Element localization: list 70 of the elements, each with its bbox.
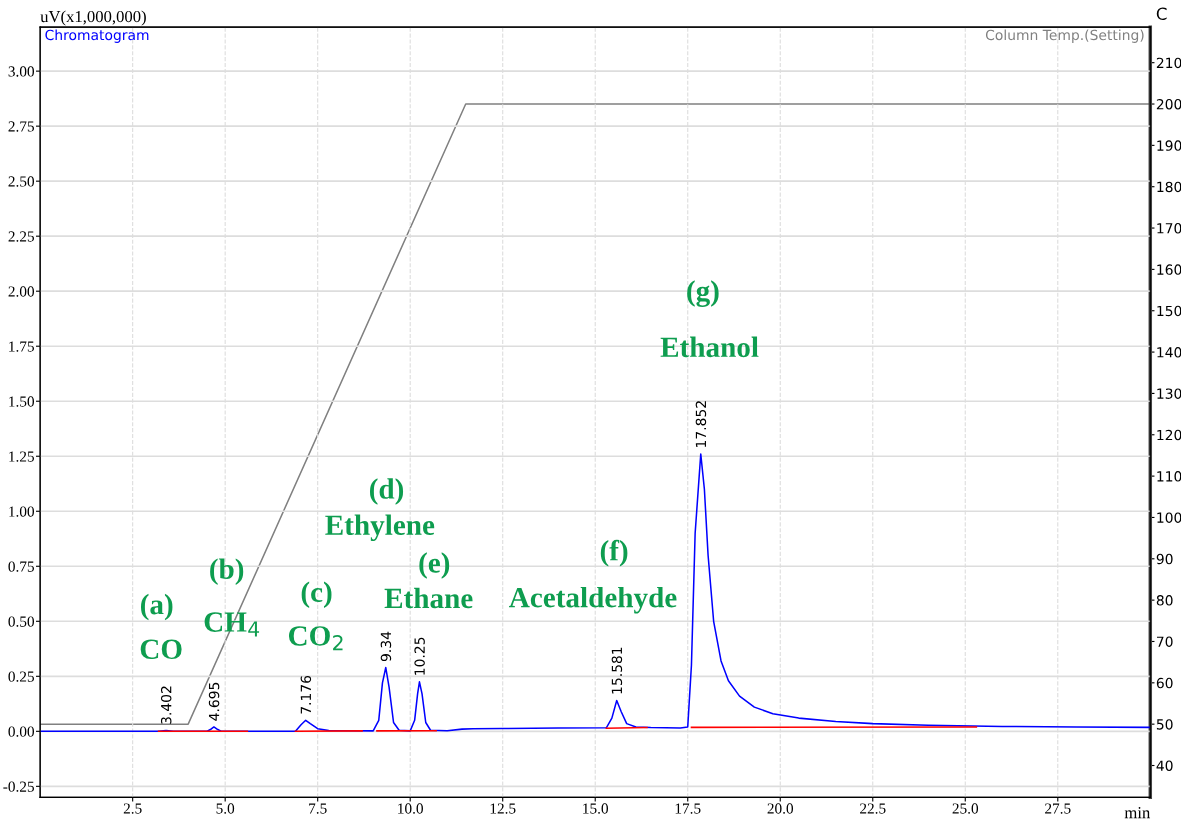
y-axis-title: uV(x1,000,000)	[40, 10, 146, 26]
y2-tick-label: 120	[1157, 429, 1181, 441]
annotation: Acetaldehyde	[509, 586, 677, 614]
y-tick-label: 2.00	[8, 286, 35, 297]
y-tick-label: -0.25	[3, 781, 34, 792]
y2-tick-label: 210	[1156, 57, 1181, 69]
annotation: 9.34	[380, 631, 392, 662]
y-tick-label: 1.25	[9, 451, 34, 462]
y2-tick-label: 70	[1156, 636, 1173, 647]
y2-tick-label: 60	[1156, 677, 1173, 689]
y2-tick-label: 110	[1157, 471, 1181, 482]
y-tick-label: 1.75	[9, 341, 34, 352]
annotation: CO	[140, 639, 182, 660]
y2-tick-label: 170	[1157, 223, 1181, 234]
annotation: Ethane	[384, 587, 473, 609]
annotation: 7.176	[300, 675, 312, 714]
annotation: (c)	[301, 581, 332, 608]
y-tick-label: 0.50	[8, 616, 35, 627]
y2-tick-label: 150	[1157, 305, 1181, 317]
annotation: 4.695	[208, 682, 220, 721]
y2-tick-label: 200	[1156, 98, 1181, 110]
x-tick-label: 10.0	[398, 803, 423, 814]
y2-tick-label: 40	[1156, 760, 1173, 771]
x-tick-label: 12.5	[490, 803, 516, 814]
annotation: CO$_{2}$	[288, 626, 343, 651]
annotation: (e)	[419, 552, 450, 579]
y2-tick-label: 80	[1156, 595, 1173, 606]
x-tick-label: 17.5	[675, 803, 701, 814]
x-axis-title: min	[1124, 807, 1151, 819]
annotation: 15.581	[611, 647, 623, 694]
y2-tick-label: 90	[1156, 553, 1173, 565]
y2-tick-label: 180	[1157, 181, 1181, 193]
y2-axis-title: C	[1156, 7, 1167, 21]
x-tick-label: 7.5	[309, 803, 327, 814]
x-tick-label: 15.0	[583, 803, 609, 814]
y2-tick-label: 50	[1156, 719, 1173, 730]
y-tick-label: 0.75	[8, 561, 34, 572]
y-tick-label: 2.25	[8, 231, 34, 242]
x-tick-label: 25.0	[952, 803, 979, 814]
annotation: (b)	[210, 558, 244, 585]
y-tick-label: 0.25	[8, 671, 34, 682]
y-tick-label: 3.00	[8, 66, 35, 77]
y2-tick-label: 160	[1157, 264, 1181, 275]
annotation: CH$_{4}$	[204, 612, 260, 637]
y-tick-label: 0.00	[8, 726, 35, 737]
x-tick-label: 22.5	[860, 803, 886, 814]
y2-tick-label: 130	[1157, 388, 1181, 399]
x-tick-label: 20.0	[767, 803, 794, 814]
x-tick-label: 27.5	[1045, 803, 1071, 814]
x-tick-label: 2.5	[123, 803, 142, 814]
annotation: 10.25	[414, 637, 425, 675]
x-tick-label: 5.0	[216, 803, 235, 814]
y-tick-label: 2.50	[8, 176, 35, 187]
annotation: (a)	[141, 593, 173, 621]
text: Column Temp.(Setting)	[985, 29, 1144, 43]
y2-tick-label: 190	[1157, 140, 1181, 151]
annotation: (g)	[687, 280, 719, 307]
y2-tick-label: 100	[1157, 512, 1181, 523]
annotation: Ethylene	[325, 514, 435, 542]
annotation: 3.402	[160, 686, 172, 724]
y-tick-label: 1.00	[9, 506, 35, 517]
annotation: (d)	[369, 478, 404, 505]
annotation: Ethanol	[660, 336, 759, 358]
y2-tick-label: 140	[1157, 347, 1181, 358]
y-tick-label: 1.50	[9, 396, 35, 407]
annotation: 17.852	[695, 401, 707, 447]
line-series	[40, 453, 1151, 733]
annotation: (f)	[600, 539, 628, 567]
text: Chromatogram	[45, 29, 149, 43]
y-tick-label: 2.75	[8, 121, 34, 132]
